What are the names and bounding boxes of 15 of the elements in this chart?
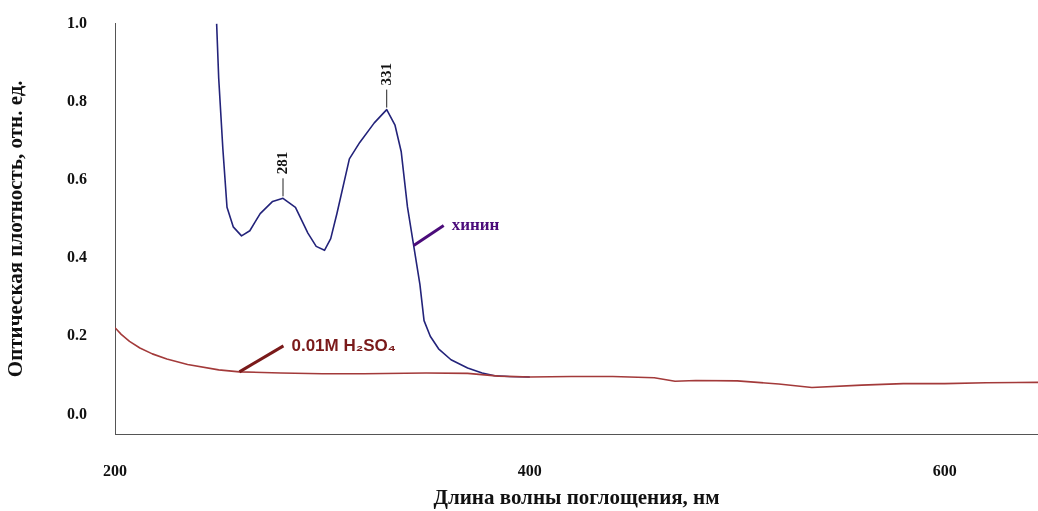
y-tick-label: 0.6 xyxy=(67,170,87,188)
y-axis-title: Оптическая плотность, отн. ед. xyxy=(3,80,28,378)
series-label: 0.01M H₂SO₄ xyxy=(291,335,396,355)
y-tick-label: 1.0 xyxy=(67,13,87,31)
y-tick-label: 0.2 xyxy=(67,326,87,344)
y-tick-label: 0.0 xyxy=(67,404,87,422)
y-tick-label: 0.8 xyxy=(67,91,87,109)
x-axis-title: Длина волны поглощения, нм xyxy=(433,484,720,509)
x-tick-label: 200 xyxy=(103,461,127,479)
text: хинин xyxy=(451,215,500,234)
x-tick-label: 400 xyxy=(517,461,542,479)
y-tick-label: 0.4 xyxy=(67,248,87,266)
annotation: 331 xyxy=(377,63,394,86)
x-tick-label: 600 xyxy=(932,461,957,479)
annotation: 281 xyxy=(273,151,290,175)
